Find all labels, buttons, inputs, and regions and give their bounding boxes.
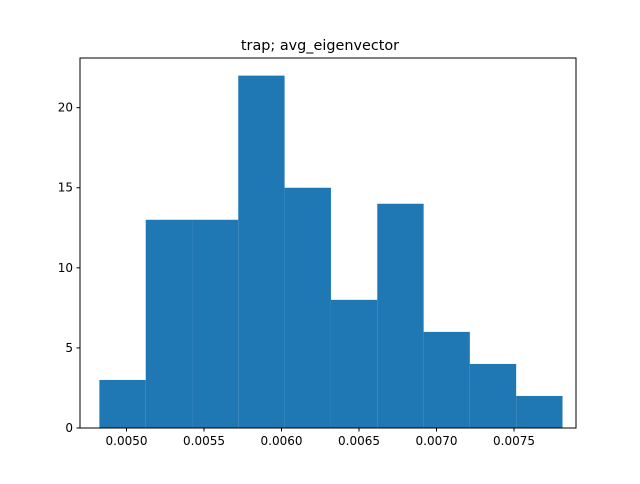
histogram-bar	[192, 219, 239, 428]
x-tick-label: 0.0065	[338, 434, 380, 448]
histogram-bar	[145, 219, 193, 428]
y-tick-label: 10	[58, 261, 73, 275]
x-tick-label: 0.0075	[493, 434, 535, 448]
histogram-bar	[469, 363, 517, 428]
x-axis-ticks: 0.0050 0.0055 0.0060 0.0065 0.0070 0.0075	[106, 428, 535, 448]
x-tick-label: 0.0055	[183, 434, 225, 448]
y-axis-ticks: 0 5 10 15 20	[58, 101, 80, 435]
y-tick-label: 5	[65, 341, 73, 355]
y-tick-label: 0	[65, 421, 73, 435]
x-tick-label: 0.0070	[416, 434, 458, 448]
histogram-bar	[284, 187, 331, 428]
x-tick-label: 0.0060	[261, 434, 303, 448]
bars-group	[99, 75, 563, 428]
histogram-bar	[423, 331, 470, 428]
plot-frame	[79, 57, 577, 429]
histogram-bar	[99, 379, 146, 428]
y-tick-label: 20	[58, 101, 73, 115]
histogram-bar	[238, 75, 285, 428]
y-tick-label: 15	[58, 181, 73, 195]
x-tick-label: 0.0050	[106, 434, 148, 448]
histogram-bar	[516, 395, 563, 428]
histogram-bar	[377, 203, 424, 428]
chart-title: trap; avg_eigenvector	[241, 38, 399, 54]
histogram-bar	[330, 299, 378, 428]
